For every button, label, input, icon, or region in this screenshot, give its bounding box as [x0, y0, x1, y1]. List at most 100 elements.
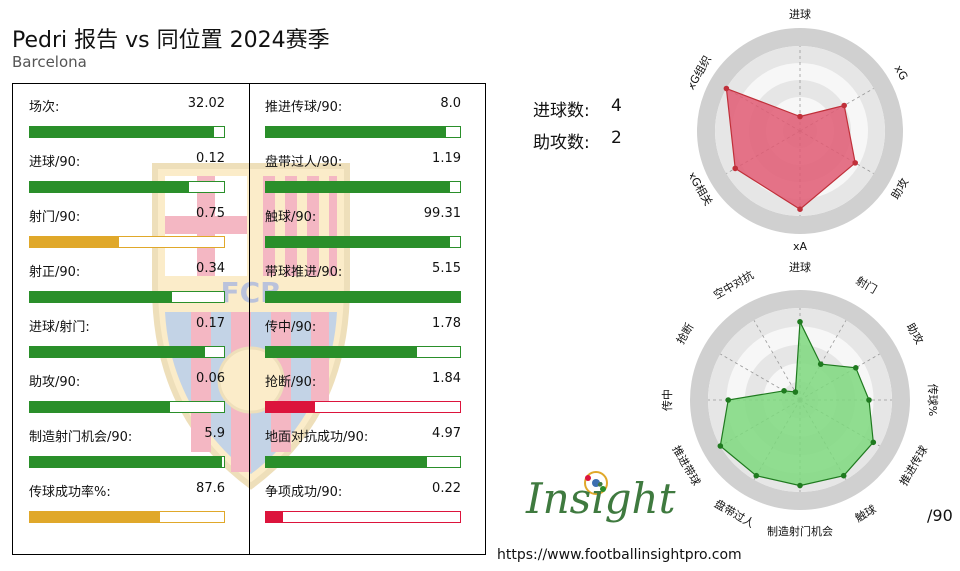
- stat-bar-fill: [266, 237, 451, 247]
- stat-label: 助攻/90:: [29, 375, 81, 390]
- stat-bar: [29, 236, 225, 248]
- stat-row: 制造射门机会/90: 5.9: [29, 426, 225, 470]
- stat-bar: [265, 511, 461, 523]
- radar-axis-label: 空中对抗: [711, 268, 756, 302]
- radar-point: [841, 102, 847, 109]
- stat-row: 抢断/90: 1.84: [265, 371, 461, 415]
- stat-bar-fill: [266, 402, 315, 412]
- stat-label: 射门/90:: [29, 210, 81, 225]
- stat-bar-fill: [266, 457, 428, 467]
- per90-note: /90: [927, 506, 953, 525]
- radar-point: [723, 85, 730, 92]
- column-divider: [249, 84, 250, 554]
- stat-bar: [265, 346, 461, 358]
- stat-value: 0.22: [432, 481, 461, 496]
- stat-row: 触球/90: 99.31: [265, 206, 461, 250]
- logo-text: Insight: [526, 474, 676, 523]
- radar-point: [797, 482, 803, 489]
- radar-point: [866, 397, 872, 403]
- stat-bar-fill: [30, 127, 215, 137]
- radar-axis-label: 传中: [661, 389, 674, 411]
- stat-label: 进球/射门:: [29, 320, 90, 335]
- kpi-goals: 进球数: 4: [533, 96, 622, 121]
- radar-axis-label: 助攻: [888, 176, 910, 202]
- stat-row: 射正/90: 0.34: [29, 261, 225, 305]
- radar-axis-label: 制造射门机会: [767, 524, 833, 538]
- stat-bar: [29, 456, 225, 468]
- stat-label: 争项成功/90:: [265, 485, 343, 500]
- stat-row: 带球推进/90: 5.15: [265, 261, 461, 305]
- stat-label: 带球推进/90:: [265, 265, 343, 280]
- stat-row: 推进传球/90: 8.0: [265, 96, 461, 140]
- stat-value: 87.6: [196, 481, 225, 496]
- stat-row: 争项成功/90: 0.22: [265, 481, 461, 525]
- stat-row: 地面对抗成功/90: 4.97: [265, 426, 461, 470]
- stat-row: 传球成功率%: 87.6: [29, 481, 225, 525]
- stat-value: 1.84: [432, 371, 461, 386]
- kpi-assists: 助攻数: 2: [533, 128, 622, 153]
- stat-row: 进球/射门: 0.17: [29, 316, 225, 360]
- stat-bar: [29, 126, 225, 138]
- stat-value: 0.12: [196, 151, 225, 166]
- radar-outer-band: [697, 28, 903, 234]
- stat-label: 推进传球/90:: [265, 100, 343, 115]
- stats-panel: FCB 场次: 32.02 进球/90: 0.12 射门/90: 0.75 射正/90: 0.…: [12, 83, 486, 555]
- radar-point: [725, 397, 732, 403]
- stat-value: 4.97: [432, 426, 461, 441]
- stat-value: 5.9: [204, 426, 225, 441]
- stat-bar-fill: [30, 512, 160, 522]
- stat-bar-fill: [266, 182, 451, 192]
- stat-row: 场次: 32.02: [29, 96, 225, 140]
- source-url: https://www.footballinsightpro.com: [497, 547, 742, 563]
- stat-label: 触球/90:: [265, 210, 317, 225]
- radar-axis-label: 推进传球: [896, 443, 930, 488]
- radar-axis-label: 抢断: [673, 320, 696, 346]
- stat-row: 盘带过人/90: 1.19: [265, 151, 461, 195]
- stat-label: 传球成功率%:: [29, 485, 111, 500]
- stat-value: 99.31: [423, 206, 461, 221]
- radar-point: [840, 472, 847, 479]
- stat-bar: [265, 291, 461, 303]
- kpi-goals-label: 进球数:: [533, 101, 590, 121]
- radar-axis-label: 射门: [853, 273, 879, 296]
- team-name: Barcelona: [12, 53, 87, 71]
- radar-axis-label: 进球: [789, 260, 811, 274]
- radar-point: [732, 165, 739, 172]
- radar-outer-band: [690, 290, 910, 510]
- radar-axis-label: 传球%: [926, 384, 940, 416]
- stat-bar-fill: [266, 347, 418, 357]
- radar-axis-label: 助攻: [904, 320, 927, 346]
- stat-bar: [29, 181, 225, 193]
- radar-axis-label: 盘带过人: [712, 496, 757, 530]
- stat-bar: [265, 181, 461, 193]
- radar-point: [797, 319, 803, 325]
- kpi-assists-value: 2: [611, 128, 622, 148]
- stat-value: 8.0: [440, 96, 461, 111]
- radar-axis-label: xG: [892, 63, 910, 83]
- radar-point: [797, 206, 803, 212]
- stat-value: 1.19: [432, 151, 461, 166]
- ball-icon: [584, 471, 608, 495]
- stat-bar-fill: [30, 347, 205, 357]
- stat-bar: [29, 291, 225, 303]
- stat-bar: [29, 401, 225, 413]
- stat-row: 射门/90: 0.75: [29, 206, 225, 250]
- stat-label: 射正/90:: [29, 265, 81, 280]
- radar-point: [852, 160, 859, 166]
- stat-bar: [265, 126, 461, 138]
- stat-bar: [265, 236, 461, 248]
- stat-bar-fill: [30, 237, 120, 247]
- radar-axis-label: 进球: [789, 7, 811, 21]
- stat-label: 地面对抗成功/90:: [265, 430, 369, 445]
- stat-row: 传中/90: 1.78: [265, 316, 461, 360]
- radar-point: [852, 365, 859, 371]
- stat-label: 抢断/90:: [265, 375, 317, 390]
- stat-bar-fill: [30, 292, 172, 302]
- stat-bar-fill: [266, 512, 284, 522]
- stat-bar: [29, 346, 225, 358]
- kpi-goals-value: 4: [611, 96, 622, 116]
- radar-axis-label: xA: [793, 240, 808, 253]
- stat-label: 制造射门机会/90:: [29, 430, 133, 445]
- radar-axis-label: 触球: [852, 502, 878, 525]
